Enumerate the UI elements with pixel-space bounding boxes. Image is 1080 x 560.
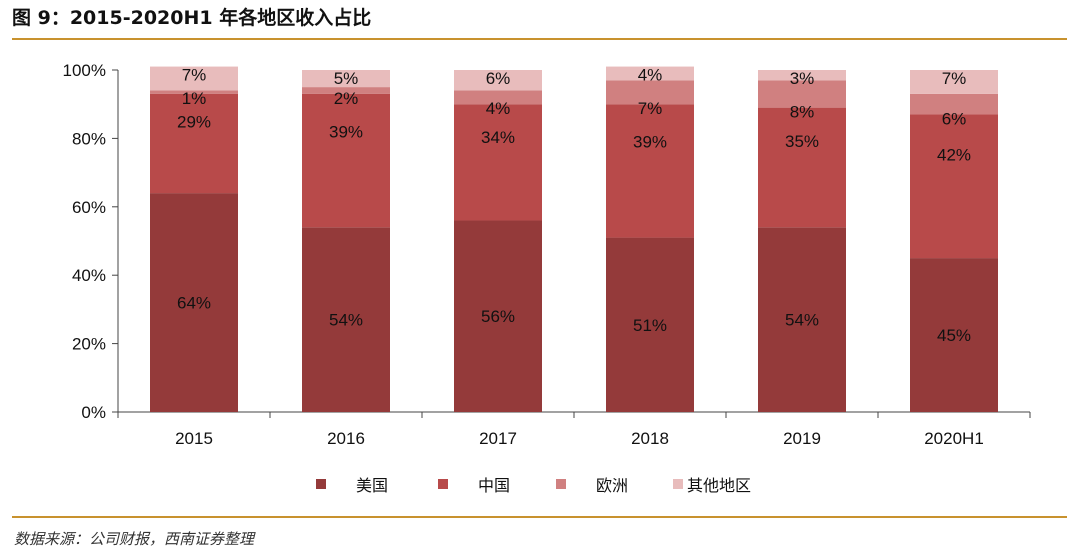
y-tick-label: 0%: [81, 403, 106, 422]
bar-value-label: 4%: [638, 66, 663, 85]
chart-legend: 美国 中国 欧洲 其他地区: [316, 476, 751, 495]
bar-segment: [150, 193, 238, 412]
bar-value-label: 7%: [638, 99, 663, 118]
bar-value-label: 39%: [329, 122, 363, 141]
x-tick-label: 2016: [327, 429, 365, 448]
legend-label: 美国: [356, 476, 388, 495]
bar-segment: [302, 87, 390, 94]
bar-value-label: 7%: [942, 69, 967, 88]
bar-value-label: 35%: [785, 132, 819, 151]
legend-swatch: [438, 479, 448, 489]
source-note: 数据来源：公司财报，西南证券整理: [14, 530, 255, 548]
legend-label: 其他地区: [687, 476, 751, 495]
stacked-bar-chart: 64% 29% 1% 7% 54% 39% 2%5% 56% 34% 4% 6% 51% 39% 7% 4%…: [63, 61, 1031, 495]
bar-value-label: 54%: [329, 311, 363, 330]
bar-value-label: 51%: [633, 316, 667, 335]
bar-segment: [150, 93, 238, 194]
bar-segment: [758, 80, 846, 108]
bar-segment: [758, 227, 846, 412]
bar-value-label: 56%: [481, 307, 515, 326]
bar-value-label: 54%: [785, 311, 819, 330]
bar-value-label: 45%: [937, 326, 971, 345]
bar-segment: [758, 107, 846, 228]
bar-segment: [910, 93, 998, 115]
bar-segment: [910, 258, 998, 412]
bar-segment: [302, 70, 390, 88]
bar-segment: [910, 70, 998, 94]
bar-value-label: 5%: [334, 69, 359, 88]
y-tick-label: 20%: [72, 335, 106, 354]
bar-segment: [454, 104, 542, 221]
bar-value-label: 39%: [633, 133, 667, 152]
bar-segment: [454, 220, 542, 412]
bar-value-label: 6%: [942, 109, 967, 128]
bar-value-label: 2%: [334, 89, 359, 108]
y-tick-label: 60%: [72, 198, 106, 217]
chart-y-ticks: 0% 20% 40% 60% 80% 100%: [63, 61, 118, 422]
chart-x-ticks: 2015 2016 2017 2018 2019 2020H1: [117, 412, 1031, 448]
y-tick-label: 100%: [63, 61, 106, 80]
x-tick-label: 2019: [783, 429, 821, 448]
bar-segment: [910, 114, 998, 259]
legend-swatch: [316, 479, 326, 489]
x-tick-label: 2015: [175, 429, 213, 448]
bar-segment: [454, 70, 542, 91]
legend-swatch: [556, 479, 566, 489]
bar-segment: [606, 237, 694, 412]
bar-value-label: 34%: [481, 128, 515, 147]
bar-segment: [454, 90, 542, 105]
bar-segment: [150, 66, 238, 91]
title-rule: [12, 38, 1067, 40]
bar-value-label: 8%: [790, 103, 815, 122]
bar-segment: [302, 93, 390, 228]
bar-value-label: 6%: [486, 69, 511, 88]
bar-value-label: 3%: [790, 69, 815, 88]
y-tick-label: 80%: [72, 129, 106, 148]
bar-segment: [758, 70, 846, 81]
bar-value-label: 64%: [177, 294, 211, 313]
x-tick-label: 2018: [631, 429, 669, 448]
bar-segment: [606, 80, 694, 105]
bar-segment: [606, 66, 694, 81]
source-rule: [12, 516, 1067, 518]
x-tick-label: 2017: [479, 429, 517, 448]
bar-segment: [606, 104, 694, 238]
y-tick-label: 40%: [72, 266, 106, 285]
bar-value-label: 29%: [177, 113, 211, 132]
figure-title: 图 9：2015-2020H1 年各地区收入占比: [12, 7, 372, 29]
bar-value-label: 4%: [486, 99, 511, 118]
bar-value-label: 1%: [182, 89, 207, 108]
chart-axes: [117, 70, 1030, 413]
bar-segment: [150, 90, 238, 94]
legend-label: 欧洲: [596, 476, 628, 495]
legend-label: 中国: [478, 476, 510, 495]
bar-value-label: 42%: [937, 146, 971, 165]
chart-bar-labels: 64% 29% 1% 7% 54% 39% 2%5% 56% 34% 4% 6% 51% 39% 7% 4%…: [177, 66, 971, 345]
bar-segment: [302, 227, 390, 412]
legend-swatch: [673, 479, 683, 489]
bar-value-label: 7%: [182, 66, 207, 85]
x-tick-label: 2020H1: [924, 429, 984, 448]
chart-bars: [150, 66, 998, 412]
